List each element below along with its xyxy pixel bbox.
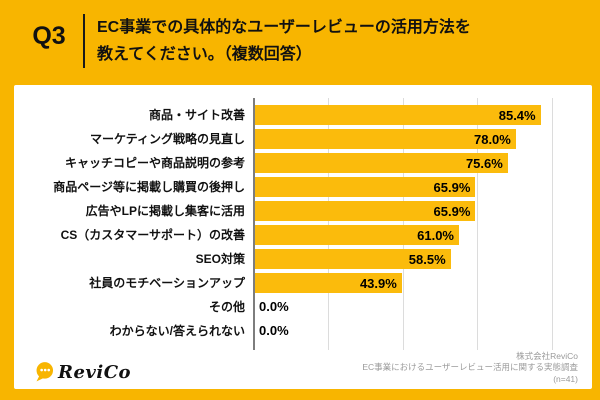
question-number: Q3 (32, 22, 66, 50)
gridline (477, 98, 479, 350)
bar-track: 58.5% (253, 247, 554, 271)
bar-value-label: 75.6% (465, 155, 503, 171)
chart-row: わからない/答えられない 0.0% (14, 319, 554, 343)
source-survey-name: EC事業におけるユーザーレビュー活用に関する実態調査 (362, 362, 578, 372)
category-label: その他 (208, 300, 245, 314)
bar-track: 75.6% (253, 151, 554, 175)
bar-track: 43.9% (253, 271, 554, 295)
bar: 75.6% (255, 153, 508, 173)
speech-bubble-icon (33, 361, 55, 383)
chart-row: キャッチコピーや商品説明の参考 75.6% (14, 151, 554, 175)
bar: 65.9% (255, 201, 476, 221)
bar-track: 65.9% (253, 175, 554, 199)
bar-track: 61.0% (253, 223, 554, 247)
bar-value-label: 58.5% (408, 251, 446, 267)
bar: 61.0% (255, 225, 459, 245)
gridline (402, 98, 404, 350)
bar-track: 65.9% (253, 199, 554, 223)
gridline (552, 98, 553, 350)
chart-row: その他 0.0% (14, 295, 554, 319)
bar: 43.9% (255, 273, 402, 293)
bar-value-label: 85.4% (498, 107, 536, 123)
category-label: わからない/答えられない (109, 324, 245, 338)
bar: 78.0% (255, 129, 516, 149)
chart-row: CS（カスタマーサポート）の改善 61.0% (14, 223, 554, 247)
bar-value-label: 0.0% (259, 299, 289, 314)
chart-row: 商品・サイト改善 85.4% (14, 103, 554, 127)
bar-track: 0.0% (253, 319, 554, 343)
chart-row: SEO対策 58.5% (14, 247, 554, 271)
question-title-line1: EC事業での具体的なユーザーレビューの活用方法を (97, 19, 471, 36)
bar-value-label: 61.0% (417, 227, 454, 243)
category-label: マーケティング戦略の見直し (89, 132, 245, 146)
bar-value-label: 65.9% (433, 179, 471, 195)
source-company: 株式会社ReviCo (516, 350, 578, 361)
bar-track: 0.0% (253, 295, 554, 319)
category-label: 商品・サイト改善 (148, 108, 245, 122)
y-axis-line (253, 98, 255, 350)
category-label: CS（カスタマーサポート）の改善 (60, 228, 245, 242)
logo-wordmark: ReviCo (58, 361, 132, 383)
bar-value-label: 0.0% (259, 323, 289, 338)
bar-value-label: 43.9% (359, 275, 397, 291)
bar: 85.4% (255, 105, 541, 125)
bar-value-label: 78.0% (473, 131, 511, 147)
chart-panel: 商品・サイト改善 85.4% マーケティング戦略の見直し 78.0% キャッチコピーや商… (14, 85, 592, 389)
revico-logo: ReviCo (33, 361, 131, 383)
chart-row: 広告やLPに掲載し集客に活用 65.9% (14, 199, 554, 223)
chart-row: 社員のモチベーションアップ 43.9% (14, 271, 554, 295)
chart-row: 商品ページ等に掲載し購買の後押し 65.9% (14, 175, 554, 199)
gridline (327, 98, 329, 350)
category-label: SEO対策 (195, 252, 245, 266)
chart-rows: 商品・サイト改善 85.4% マーケティング戦略の見直し 78.0% キャッチコピーや商… (14, 103, 554, 343)
category-label: 社員のモチベーションアップ (89, 276, 245, 290)
source-sample-size: (n=41) (553, 373, 578, 384)
plot-grid (253, 98, 553, 350)
question-title: EC事業での具体的なユーザーレビューの活用方法を 教えてください。（複数回答） (97, 14, 580, 68)
category-label: 商品ページ等に掲載し購買の後押し (53, 180, 245, 194)
question-title-line2: 教えてください。（複数回答） (97, 46, 312, 63)
source-note: 株式会社ReviCo EC事業におけるユーザーレビュー活用に関する実態調査 (n… (362, 351, 578, 386)
chart-row: マーケティング戦略の見直し 78.0% (14, 127, 554, 151)
bar-track: 85.4% (253, 103, 554, 127)
header-divider (83, 14, 85, 68)
category-label: 広告やLPに掲載し集客に活用 (85, 204, 245, 218)
bar-value-label: 65.9% (433, 203, 471, 219)
category-label: キャッチコピーや商品説明の参考 (64, 156, 245, 170)
bar: 65.9% (255, 177, 476, 197)
bar-track: 78.0% (253, 127, 554, 151)
bar: 58.5% (255, 249, 451, 269)
